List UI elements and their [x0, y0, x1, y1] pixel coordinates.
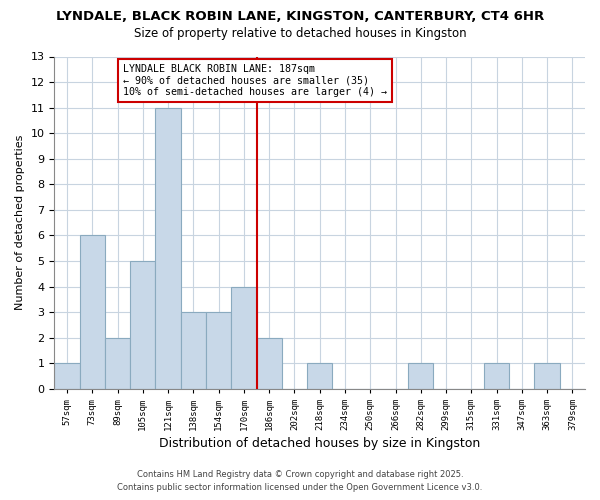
Text: Contains HM Land Registry data © Crown copyright and database right 2025.
Contai: Contains HM Land Registry data © Crown c…	[118, 470, 482, 492]
Bar	[130, 261, 155, 389]
Bar	[181, 312, 206, 389]
Bar	[257, 338, 282, 389]
Bar	[231, 286, 257, 389]
Text: LYNDALE, BLACK ROBIN LANE, KINGSTON, CANTERBURY, CT4 6HR: LYNDALE, BLACK ROBIN LANE, KINGSTON, CAN…	[56, 10, 544, 23]
Text: LYNDALE BLACK ROBIN LANE: 187sqm
← 90% of detached houses are smaller (35)
10% o: LYNDALE BLACK ROBIN LANE: 187sqm ← 90% o…	[122, 64, 386, 98]
X-axis label: Distribution of detached houses by size in Kingston: Distribution of detached houses by size …	[159, 437, 481, 450]
Bar	[155, 108, 181, 389]
Bar	[307, 363, 332, 389]
Bar	[206, 312, 231, 389]
Text: Size of property relative to detached houses in Kingston: Size of property relative to detached ho…	[134, 28, 466, 40]
Bar	[55, 363, 80, 389]
Bar	[535, 363, 560, 389]
Bar	[105, 338, 130, 389]
Bar	[408, 363, 433, 389]
Bar	[484, 363, 509, 389]
Y-axis label: Number of detached properties: Number of detached properties	[15, 135, 25, 310]
Bar	[80, 236, 105, 389]
